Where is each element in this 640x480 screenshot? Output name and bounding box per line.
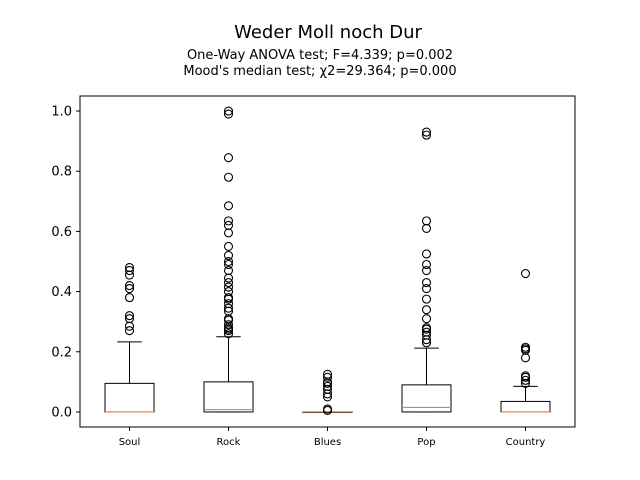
outlier-point xyxy=(223,256,234,267)
y-tick-label: 0.4 xyxy=(51,285,72,300)
chart-subtitle-anova: One-Way ANOVA test; F=4.339; p=0.002 xyxy=(187,48,453,63)
chart-subtitle-mood: Mood's median test; χ2=29.364; p=0.000 xyxy=(183,64,456,79)
outlier-point xyxy=(421,327,432,337)
outlier-point xyxy=(223,320,234,330)
outlier-point xyxy=(322,369,333,379)
outlier-point xyxy=(223,299,234,309)
plot-area: 0.0 0.2 0.4 0.6 0.8 1.0 Soul Rock Blues Pop Countr… xyxy=(51,105,551,448)
outlier-point xyxy=(223,329,234,339)
y-tick-label: 0.2 xyxy=(51,345,72,360)
outlier-point xyxy=(421,216,432,226)
outlier-point xyxy=(223,265,234,276)
outlier-point xyxy=(223,282,234,292)
y-tick-label: 1.0 xyxy=(51,105,72,120)
outlier-point xyxy=(223,250,234,261)
outlier-point xyxy=(520,268,531,279)
outlier-point xyxy=(223,293,234,303)
box xyxy=(203,381,254,413)
box xyxy=(401,384,452,413)
outlier-point xyxy=(421,278,432,288)
outlier-point xyxy=(223,106,234,116)
y-tick-label: 0.8 xyxy=(51,165,72,180)
outlier-point xyxy=(421,323,432,333)
outlier-point xyxy=(124,326,135,336)
x-tick-label: Rock xyxy=(217,437,241,448)
outlier-point xyxy=(520,353,531,363)
x-tick-label: Blues xyxy=(314,437,341,448)
outlier-point xyxy=(124,265,135,276)
outlier-point xyxy=(421,127,432,137)
outlier-point xyxy=(223,303,234,313)
outlier-point xyxy=(520,375,531,385)
box xyxy=(500,400,551,413)
outlier-point xyxy=(124,262,135,273)
outlier-point xyxy=(223,220,234,230)
outlier-point xyxy=(421,265,432,276)
outlier-point xyxy=(223,241,234,252)
outlier-point xyxy=(322,381,333,391)
outlier-point xyxy=(124,281,135,291)
axes-frame xyxy=(79,95,576,428)
x-tick-label: Pop xyxy=(417,437,435,448)
box xyxy=(104,382,155,413)
x-tick-label: Soul xyxy=(119,437,141,448)
y-tick-label: 0.6 xyxy=(51,225,72,240)
outlier-point xyxy=(421,305,432,315)
outlier-point xyxy=(223,278,234,288)
outlier-point xyxy=(322,372,333,382)
outlier-point xyxy=(223,153,234,163)
y-tick-label: 0.0 xyxy=(51,405,72,420)
outlier-point xyxy=(421,294,432,304)
x-tick-label: Country xyxy=(506,437,546,448)
outlier-point xyxy=(421,259,432,270)
outlier-point xyxy=(223,259,234,270)
outlier-point xyxy=(124,311,135,321)
outlier-point xyxy=(124,293,135,303)
outlier-point xyxy=(322,404,333,414)
outlier-point xyxy=(223,287,234,297)
outlier-point xyxy=(520,342,531,352)
chart-title: Weder Moll noch Dur xyxy=(234,22,422,43)
outlier-point xyxy=(223,216,234,226)
outlier-point xyxy=(223,201,234,211)
outlier-point xyxy=(421,284,432,294)
outlier-point xyxy=(421,223,432,233)
outlier-point xyxy=(124,284,135,294)
outlier-point xyxy=(421,130,432,140)
outlier-point xyxy=(421,249,432,259)
outlier-point xyxy=(223,172,234,182)
outlier-point xyxy=(421,314,432,324)
outlier-point xyxy=(223,228,234,238)
outlier-point xyxy=(520,371,531,381)
outlier-point xyxy=(124,314,135,324)
outlier-point xyxy=(223,109,234,119)
